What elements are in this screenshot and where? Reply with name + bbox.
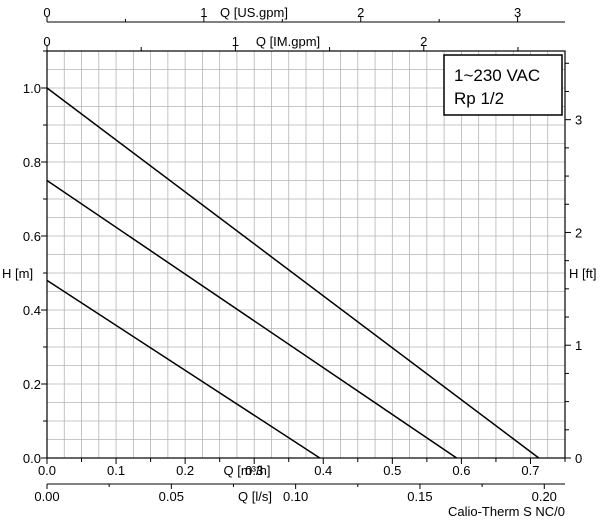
pump-curve-2 — [46, 179, 458, 459]
top-tick-label-imgpm: 1 — [232, 34, 239, 49]
x-tick-label-m3h: 0.3 — [245, 463, 263, 478]
x-tick-label-m3h: 0.1 — [107, 463, 125, 478]
annotation-box-frame — [443, 54, 563, 116]
annotation-line-1: 1~230 VAC — [454, 66, 540, 85]
y-tick-label: 0.0 — [23, 451, 41, 466]
top-tick-label-usgpm: 1 — [200, 5, 207, 20]
x-tick-label-ls: 0.15 — [407, 489, 432, 504]
footer-model-name: Calio-Therm S NC/0 — [448, 504, 565, 519]
top-tick-label-usgpm: 0 — [43, 5, 50, 20]
y2-axis-title: H [ft] — [569, 266, 596, 281]
x-tick-label-ls: 0.05 — [159, 489, 184, 504]
top-tick-label-usgpm: 2 — [357, 5, 364, 20]
pump-curve-1 — [46, 87, 540, 459]
annotation-box: 1~230 VAC Rp 1/2 — [443, 54, 563, 116]
y2-tick-label: 3 — [575, 113, 582, 128]
chart-grid — [47, 51, 565, 458]
x-tick-label-ls: 0.00 — [34, 489, 59, 504]
chart-ticks — [41, 17, 571, 489]
y2-tick-label: 1 — [575, 338, 582, 353]
top-tick-label-usgpm: 3 — [514, 5, 521, 20]
x-axis-title-ls: Q [l/s] — [238, 489, 272, 504]
x-tick-label-m3h: 0.7 — [521, 463, 539, 478]
y-tick-label: 0.4 — [23, 303, 41, 318]
y-tick-label: 0.8 — [23, 155, 41, 170]
y-tick-label: 0.6 — [23, 229, 41, 244]
y2-tick-label: 2 — [575, 225, 582, 240]
x-tick-label-m3h: 0.0 — [38, 463, 56, 478]
x-tick-label-m3h: 0.6 — [452, 463, 470, 478]
y2-tick-label: 0 — [575, 451, 582, 466]
pump-curve-3 — [46, 279, 321, 459]
x-tick-label-m3h: 0.5 — [383, 463, 401, 478]
y-tick-label: 0.2 — [23, 377, 41, 392]
annotation-line-2: Rp 1/2 — [454, 89, 504, 108]
x-tick-label-m3h: 0.4 — [314, 463, 332, 478]
top-tick-label-imgpm: 2 — [420, 34, 427, 49]
plot-frame — [46, 50, 566, 459]
chart-curves — [46, 87, 540, 459]
x-tick-label-ls: 0.10 — [283, 489, 308, 504]
x-tick-label-m3h: 0.2 — [176, 463, 194, 478]
top-tick-label-imgpm: 0 — [43, 34, 50, 49]
top-axis-title-imgpm: Q [IM.gpm] — [256, 34, 320, 49]
x-tick-label-ls: 0.20 — [532, 489, 557, 504]
y-tick-label: 1.0 — [23, 81, 41, 96]
top-axis-title-usgpm: Q [US.gpm] — [220, 5, 288, 20]
y-axis-title: H [m] — [2, 266, 33, 281]
x-axis-title-m3h: Q [m³/h] — [224, 463, 271, 478]
